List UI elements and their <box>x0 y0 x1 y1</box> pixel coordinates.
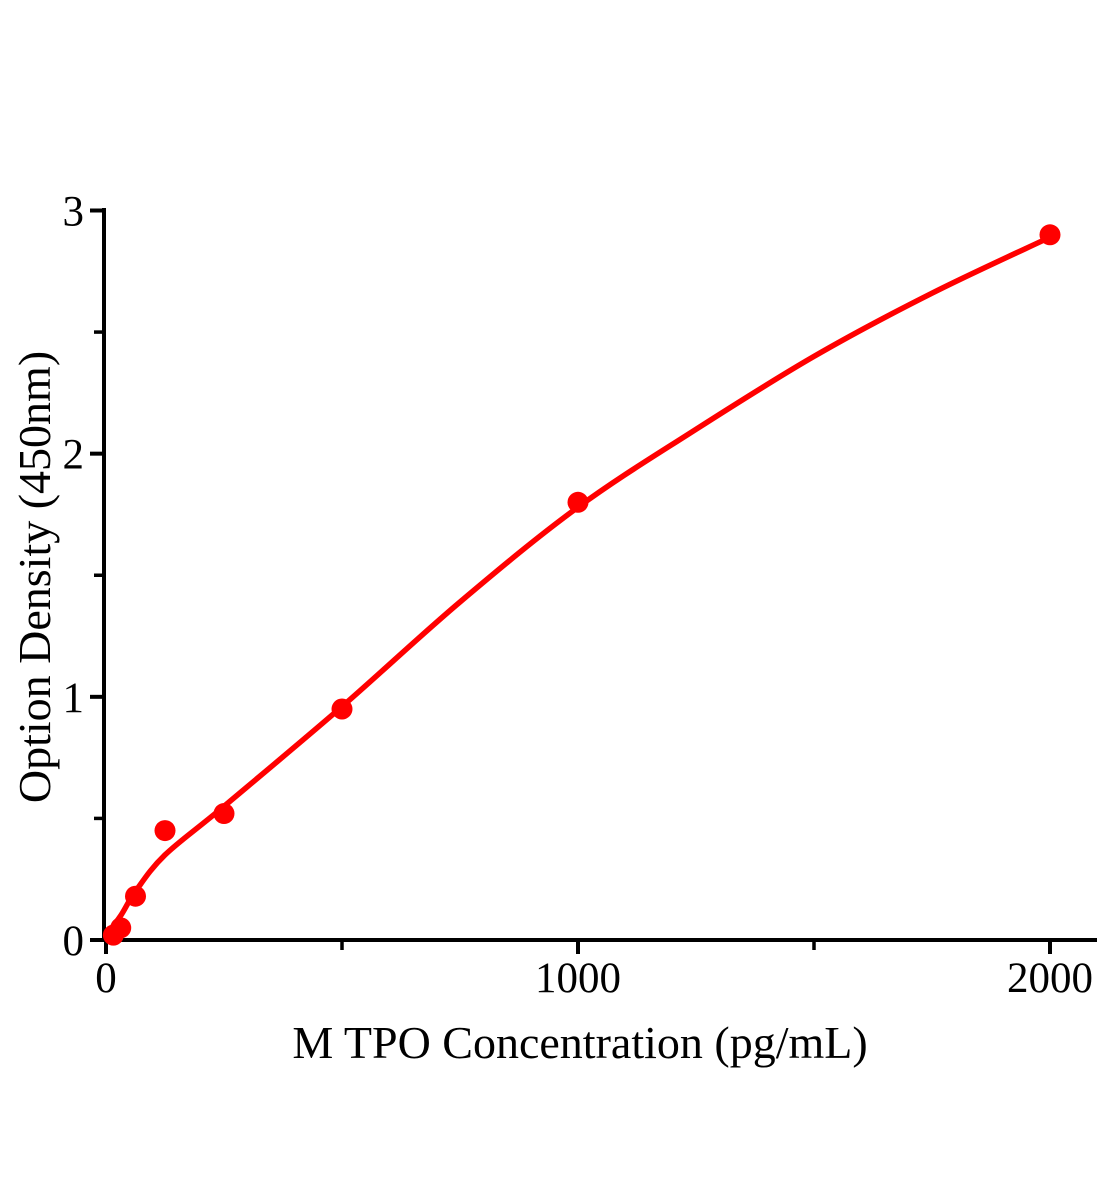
tick-label-layer: 0 1000 2000 0 1 2 3 <box>63 188 1094 1002</box>
y-tick-label: 2 <box>63 432 85 479</box>
data-point <box>110 917 132 939</box>
axes-layer <box>90 208 1097 954</box>
x-tick-label: 0 <box>95 955 117 1002</box>
data-point <box>567 491 589 513</box>
x-tick-label: 1000 <box>535 955 621 1002</box>
x-axis-title: M TPO Concentration (pg/mL) <box>292 1017 867 1068</box>
y-tick-label: 1 <box>63 675 85 722</box>
data-point <box>125 885 146 907</box>
y-tick-label: 0 <box>63 918 85 965</box>
y-axis-title: Option Density (450nm) <box>9 351 60 803</box>
data-point <box>331 698 353 720</box>
data-point <box>1039 224 1061 246</box>
y-tick-label: 3 <box>63 188 85 235</box>
data-point <box>213 803 235 825</box>
x-tick-label: 2000 <box>1007 955 1093 1002</box>
series-layer <box>102 224 1061 946</box>
fit-curve <box>103 234 1053 938</box>
data-point <box>154 820 176 842</box>
